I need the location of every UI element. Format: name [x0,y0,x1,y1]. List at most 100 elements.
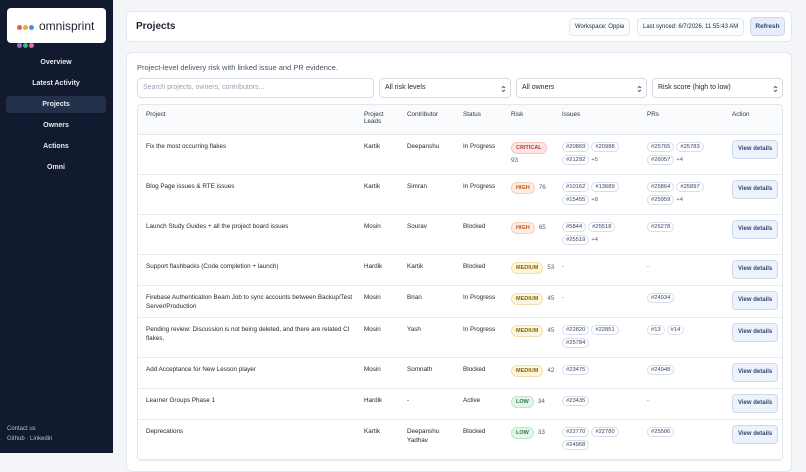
risk-cell: MEDIUM 45 [509,317,560,358]
link-chip[interactable]: #22851 [591,324,619,335]
search-input[interactable]: Search projects, owners, contributors... [137,78,374,98]
project-lead: Kartik [362,134,405,175]
link-chip[interactable]: #21292 [562,154,590,165]
last-synced: Last synced: 6/7/2026, 11:55:43 AM [637,18,745,36]
link-chip[interactable]: #25783 [676,141,704,152]
action-cell: View details [730,357,782,389]
link-chip[interactable]: #25897 [676,181,704,192]
status: Blocked [461,254,509,286]
issues-cell: #22820 #22851#25784 [560,317,645,358]
refresh-button[interactable]: Refresh [750,17,785,36]
view-details-button[interactable]: View details [732,424,779,444]
issues-cell: #22770 #22780#24968 [560,419,645,460]
column-header: Risk [509,105,560,135]
nav-item[interactable]: Omni [47,164,65,171]
nav-item[interactable]: Latest Activity [32,80,80,87]
table-wrap: Project Project Leads Contributor Status Ris… [137,104,783,461]
link-chip[interactable]: #25518 [588,221,616,232]
project-lead: Mosin [362,285,405,318]
link-chip[interactable]: #5844 [562,221,587,232]
risk-badge: LOW [511,426,534,439]
table-body: Fix the most occurring flakes Kartik Deepa… [138,134,782,460]
nav-item[interactable]: Projects [6,96,106,113]
view-details-button[interactable]: View details [732,219,779,239]
prs-cell: #25864 #25897#25959 +4 [645,174,730,215]
github-link[interactable]: Github [7,436,25,442]
contact-link[interactable]: Contact us [7,426,36,432]
risk-score: 76 [538,183,546,191]
logo[interactable]: omnisprint [7,8,106,48]
risk-badge: MEDIUM [511,364,544,377]
view-details-button[interactable]: View details [732,322,779,342]
filter-label: All risk levels [385,84,426,91]
page-title: Projects [136,21,176,32]
contributor: Somnath [405,357,461,389]
footer-links: Github · Linkedin [7,436,52,442]
view-details-button[interactable]: View details [732,259,779,279]
more-count: +4 [676,196,683,203]
action-cell: View details [730,285,782,318]
risk-badge: CRITICAL [511,141,547,154]
filter-select[interactable]: All owners [516,78,647,98]
prs-cell: #24948 [645,357,730,389]
link-chip[interactable]: #20869 [562,141,590,152]
link-chip[interactable]: #22820 [562,324,590,335]
link-chip[interactable]: #25765 [647,141,675,152]
link-chip[interactable]: #22780 [591,426,619,437]
contributor: Deepanshu Yadhav [405,419,461,460]
view-details-button[interactable]: View details [732,290,779,310]
link-chip[interactable]: #24934 [647,292,675,303]
nav-item[interactable]: Actions [43,143,69,150]
risk-badge: HIGH [511,181,535,194]
link-chip[interactable]: #25506 [647,426,675,437]
risk-score: 34 [537,397,545,405]
contributor: Simran [405,174,461,215]
filter-select[interactable]: Risk score (high to low) [652,78,783,98]
link-chip[interactable]: #14 [666,324,685,335]
risk-score: 45 [547,294,555,302]
link-chip[interactable]: #13689 [591,181,619,192]
table-row: Deprecations Kartik Deepanshu Yadhav Blocke… [138,419,782,460]
nav-item[interactable]: Owners [43,122,69,129]
link-chip[interactable]: #23435 [562,395,590,406]
action-cell: View details [730,134,782,175]
issues-cell: #23475 [560,357,645,389]
link-chip[interactable]: #24968 [562,439,590,450]
contributor: - [405,388,461,420]
project-name: Support flashbacks (Code completion + la… [138,254,362,286]
column-header: Issues [560,105,645,135]
view-details-button[interactable]: View details [732,362,779,382]
link-chip[interactable]: #25519 [562,234,590,245]
nav-item[interactable]: Overview [40,59,72,66]
link-chip[interactable]: #23475 [562,364,590,375]
link-chip[interactable]: #26278 [647,221,675,232]
link-chip[interactable]: #25784 [562,337,590,348]
link-chip[interactable]: #26057 [647,154,675,165]
risk-cell: CRITICAL 93 [509,134,560,175]
link-chip[interactable]: #20988 [591,141,619,152]
empty: - [647,263,649,270]
link-chip[interactable]: #13 [647,324,665,335]
link-chip[interactable]: #22770 [562,426,590,437]
status: Blocked [461,214,509,255]
empty: - [562,294,564,301]
link-chip[interactable]: #24948 [647,364,675,375]
header: Projects Workspace: Oppia Last synced: 6… [126,11,792,42]
link-chip[interactable]: #15455 [562,194,590,205]
link-chip[interactable]: #25864 [647,181,675,192]
status: In Progress [461,134,509,175]
table-row: Firebase Authentication Beam Job to sync… [138,285,782,318]
risk-cell: LOW 33 [509,419,560,460]
status: In Progress [461,285,509,318]
table-row: Add Acceptance for New Lesson player Mosi… [138,357,782,389]
link-chip[interactable]: #25959 [647,194,675,205]
separator: · [26,436,29,442]
view-details-button[interactable]: View details [732,393,779,413]
filter-select[interactable]: All risk levels [379,78,511,98]
linkedin-link[interactable]: Linkedin [30,436,53,442]
filter-label: Risk score (high to low) [658,84,731,91]
project-lead: Hardik [362,388,405,420]
view-details-button[interactable]: View details [732,179,779,199]
view-details-button[interactable]: View details [732,139,779,159]
link-chip[interactable]: #10162 [562,181,590,192]
